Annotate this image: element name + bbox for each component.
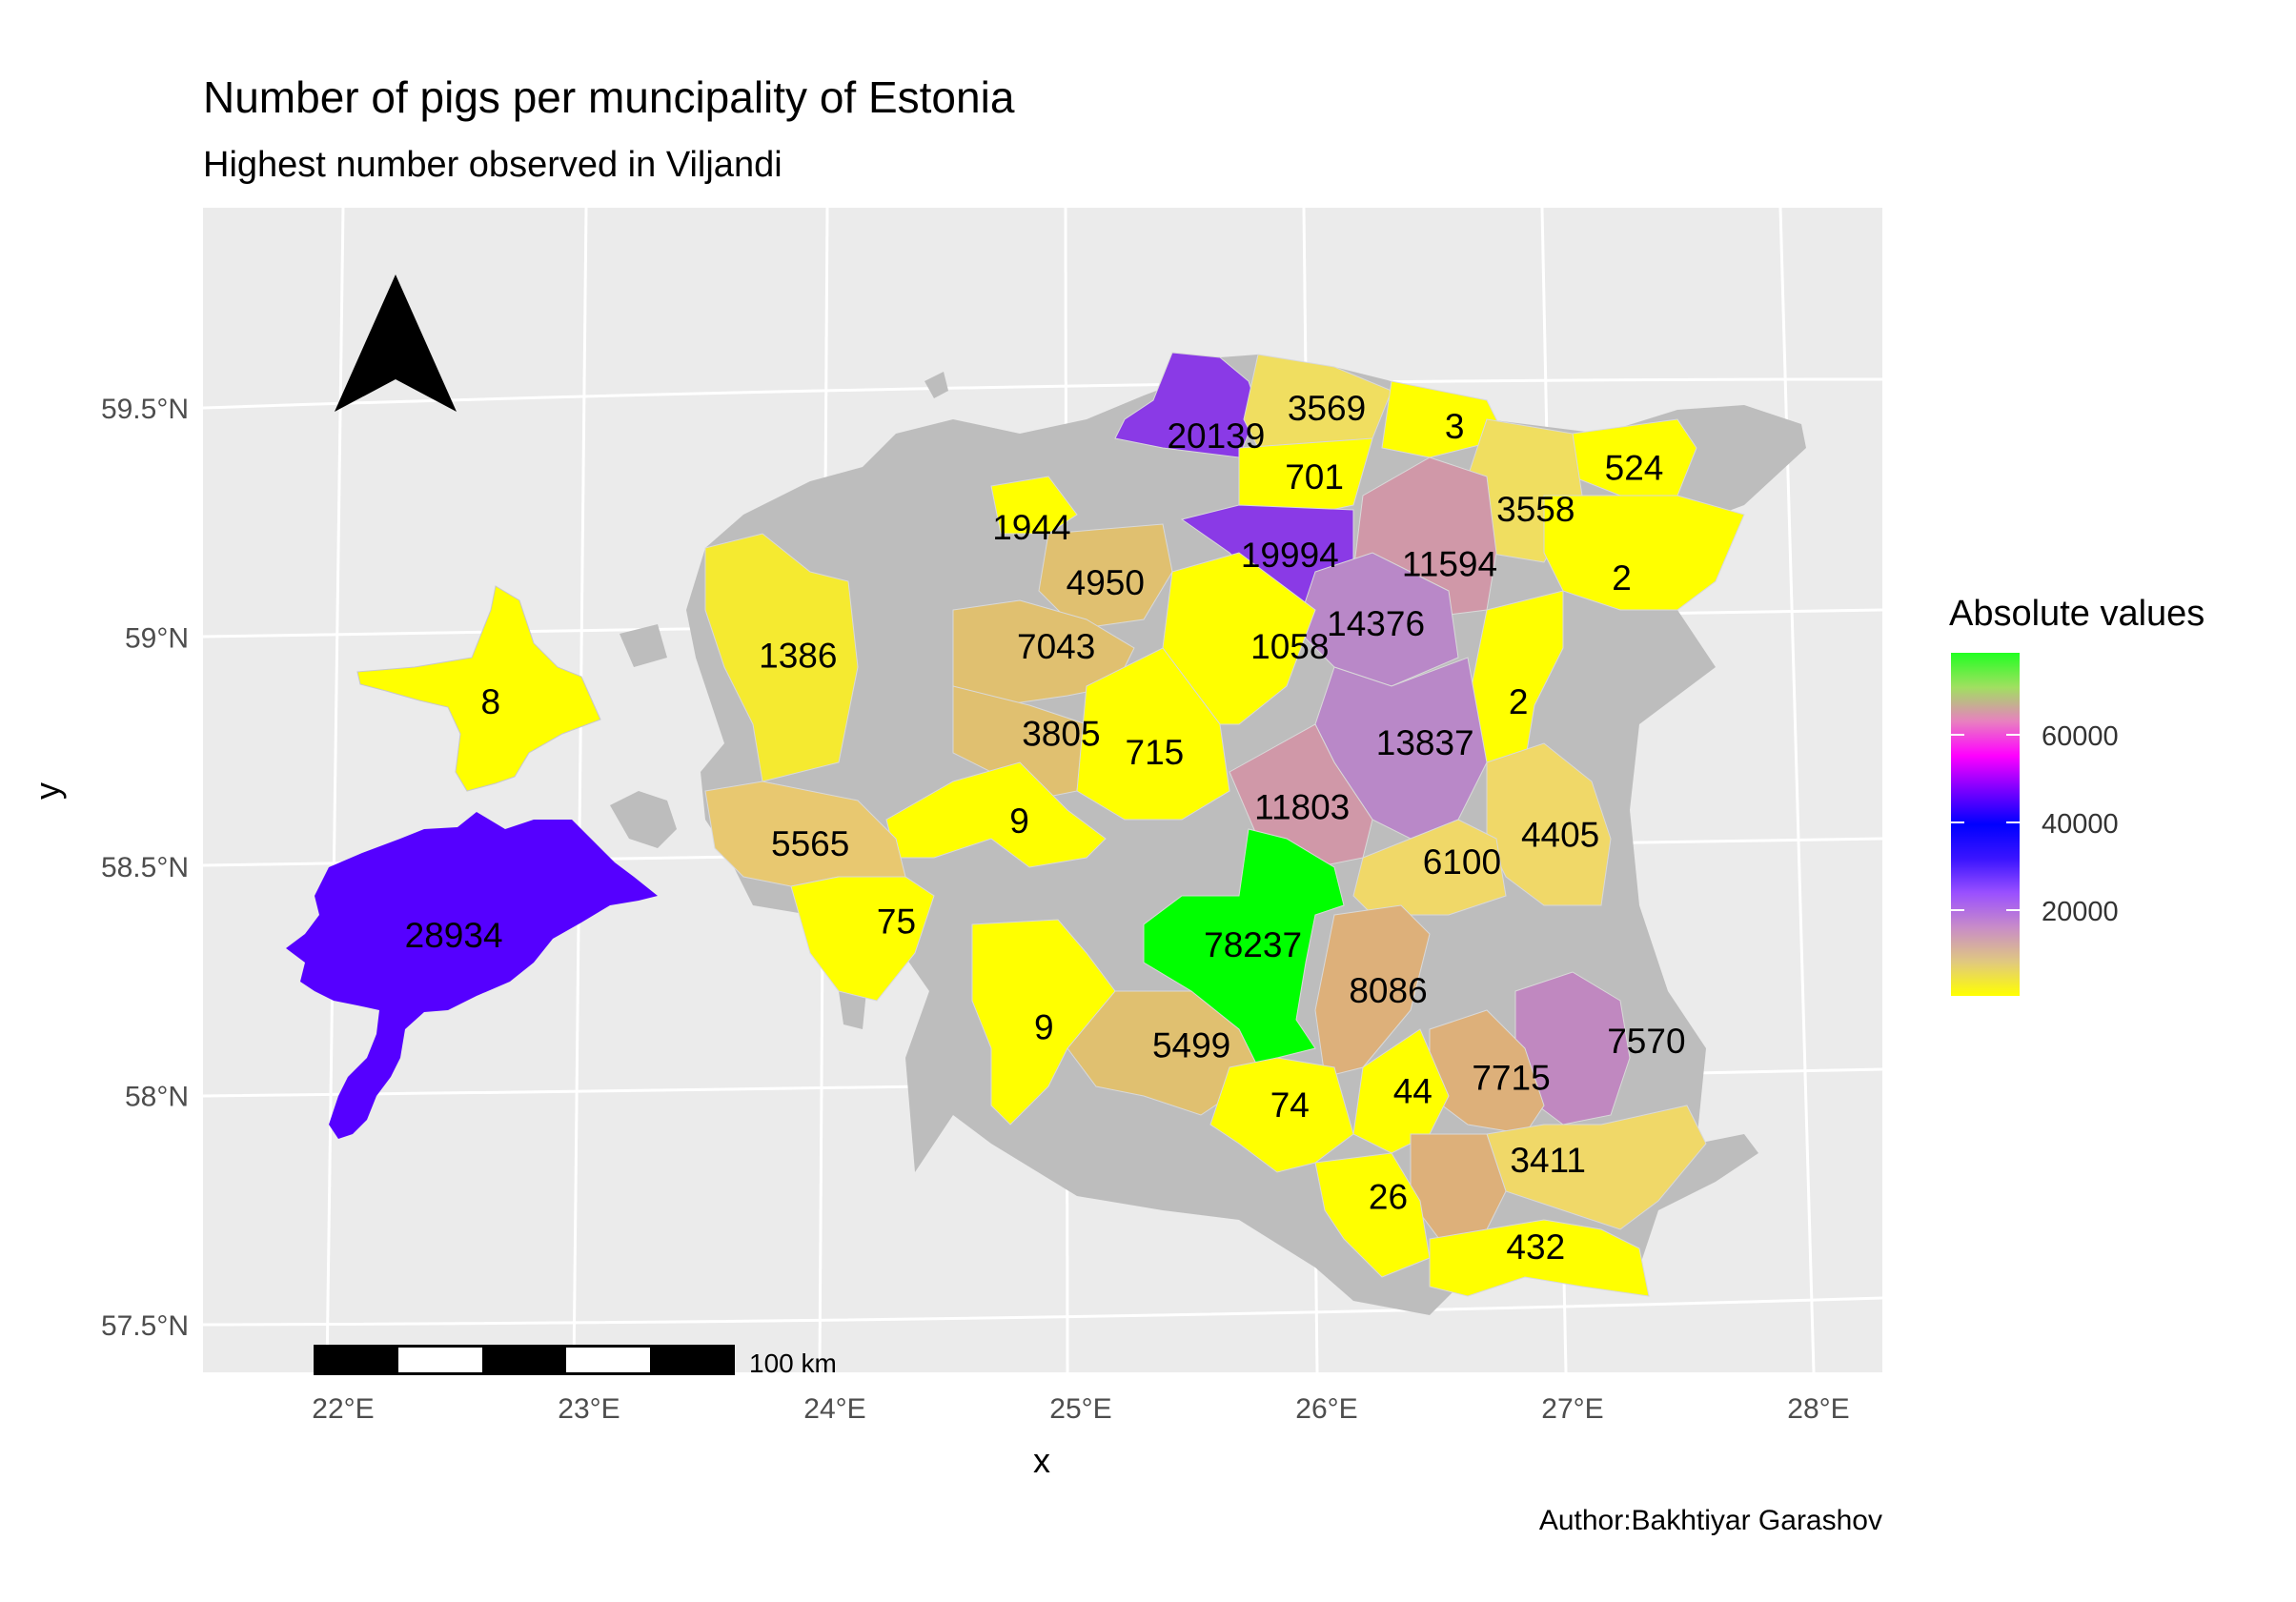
region-value-label: 7570: [1607, 1022, 1685, 1061]
hiiumaa-island: [356, 585, 601, 792]
region-value-label: 3558: [1496, 490, 1575, 529]
region-value-label: 74: [1270, 1085, 1310, 1125]
x-tick-label: 23°E: [558, 1393, 620, 1425]
region-value-label: 701: [1285, 457, 1344, 497]
value-labels: 20139 3569 3 524 701 3558 1944 19994 11594 2 4950 1…: [405, 389, 1686, 1267]
region-2-north: [1543, 495, 1745, 611]
region-20139: [1114, 352, 1259, 458]
y-tick-label: 58.5°N: [101, 852, 189, 883]
region-value-label: 7715: [1472, 1058, 1550, 1097]
legend-tick-label: 20000: [2042, 897, 2119, 927]
region-value-label: 11594: [1402, 545, 1497, 584]
region-value-label: 20139: [1167, 416, 1265, 456]
x-tick-label: 24°E: [803, 1393, 865, 1425]
region-value-label: 3411: [1510, 1141, 1586, 1180]
region-6100: [1352, 819, 1507, 916]
region-3411: [1486, 1105, 1707, 1230]
y-axis-title: y: [28, 782, 67, 800]
region-75: [790, 876, 935, 1002]
region-value-label: 75: [877, 902, 916, 942]
region-9-south: [971, 919, 1116, 1125]
region-26: [1314, 1152, 1431, 1278]
region-1944: [990, 476, 1078, 535]
region-value-label: 524: [1605, 449, 1664, 488]
caption: Author:Bakhtiyar Garashov: [1539, 1505, 1882, 1536]
region-value-label: 8086: [1349, 971, 1427, 1010]
region-715: [1076, 647, 1230, 821]
small-island-2: [620, 624, 667, 667]
muhu-island: [610, 791, 677, 848]
region-value-label: 9: [1034, 1007, 1054, 1046]
x-tick-label: 27°E: [1541, 1393, 1603, 1425]
region-value-label: 11803: [1254, 788, 1350, 827]
region-value-label: 3569: [1288, 389, 1366, 428]
legend-colorbar: [1951, 653, 2020, 996]
region-value-label: 3805: [1022, 715, 1100, 754]
region-value-label: 28934: [405, 916, 503, 955]
region-value-label: 1058: [1250, 627, 1329, 666]
region-4950: [1038, 523, 1173, 630]
region-1386: [704, 533, 859, 782]
region-value-label: 2: [1612, 558, 1632, 598]
region-value-label: 26: [1369, 1177, 1408, 1216]
region-5499: [1067, 990, 1259, 1116]
legend: Absolute values 60000 40000 20000: [1949, 594, 2205, 996]
region-value-label: 5565: [771, 824, 849, 863]
y-tick-label: 59.5°N: [101, 394, 189, 425]
legend-title: Absolute values: [1949, 594, 2205, 634]
region-value-label: 1386: [759, 637, 837, 676]
small-island-1: [924, 372, 948, 398]
region-432: [1429, 1219, 1650, 1297]
y-tick-label: 58°N: [125, 1082, 189, 1113]
region-value-label: 715: [1126, 733, 1185, 772]
region-value-label: 6100: [1423, 842, 1501, 882]
legend-ticks: [1951, 734, 2020, 911]
region-value-label: 5499: [1152, 1026, 1230, 1065]
region-value-label: 2: [1509, 682, 1529, 721]
scale-bar-label: 100 km: [749, 1349, 837, 1378]
saaremaa-island: [286, 812, 658, 1139]
region-value-label: 1944: [992, 508, 1070, 547]
y-tick-label: 57.5°N: [101, 1310, 189, 1342]
region-8086: [1314, 904, 1431, 1078]
y-tick-label: 59°N: [125, 623, 189, 655]
region-value-label: 3: [1445, 407, 1465, 446]
region-value-label: 7043: [1017, 627, 1095, 666]
x-tick-label: 22°E: [312, 1393, 374, 1425]
y-axis: 59.5°N 59°N 58.5°N 58°N 57.5°N: [101, 394, 189, 1342]
chart-title: Number of pigs per muncipality of Estoni…: [203, 72, 1015, 122]
x-axis-title: x: [1033, 1441, 1050, 1480]
region-9-north: [885, 761, 1107, 868]
region-value-label: 9: [1009, 801, 1029, 841]
legend-tick-label: 40000: [2042, 809, 2119, 840]
region-value-label: 432: [1506, 1227, 1565, 1267]
x-tick-label: 25°E: [1049, 1393, 1111, 1425]
legend-tick-label: 60000: [2042, 721, 2119, 752]
north-arrow-icon: [335, 274, 457, 412]
x-axis: 22°E 23°E 24°E 25°E 26°E 27°E 28°E: [312, 1393, 1849, 1425]
scale-bar: 100 km: [314, 1345, 837, 1378]
x-tick-label: 26°E: [1295, 1393, 1357, 1425]
municipalities: [704, 352, 1745, 1297]
region-value-label: 4950: [1067, 563, 1145, 602]
chart-subtitle: Highest number observed in Viljandi: [203, 145, 782, 185]
region-value-label: 14376: [1327, 604, 1425, 643]
region-value-label: 78237: [1204, 925, 1302, 964]
region-3: [1381, 380, 1507, 458]
region-value-label: 44: [1393, 1072, 1432, 1111]
region-value-label: 19994: [1241, 536, 1339, 575]
region-value-label: 13837: [1376, 723, 1474, 762]
x-tick-label: 28°E: [1787, 1393, 1849, 1425]
region-value-label: 4405: [1521, 815, 1599, 854]
region-value-label: 8: [481, 682, 501, 721]
